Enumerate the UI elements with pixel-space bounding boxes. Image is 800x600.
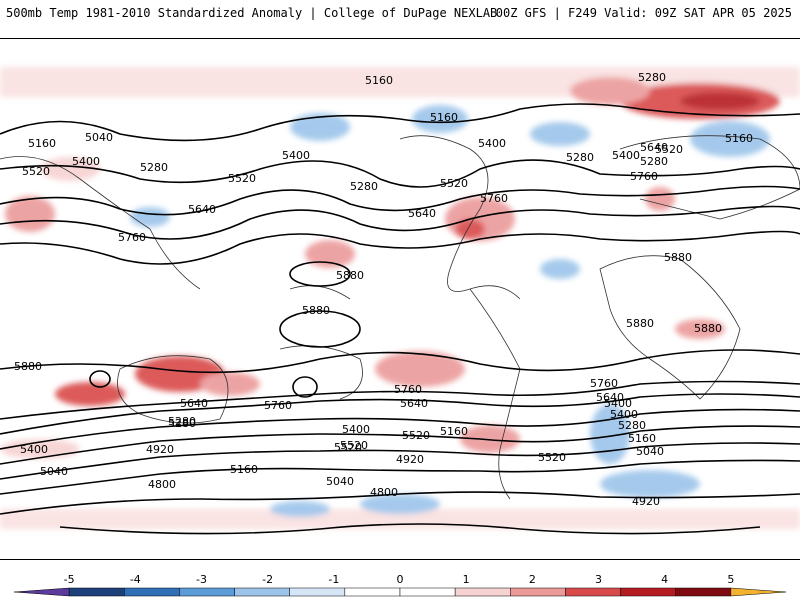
contour-label: 5280 — [168, 415, 196, 428]
colorbar-segment — [675, 587, 732, 597]
colorbar-tick-label: -5 — [64, 573, 75, 586]
colorbar-tick-label: -3 — [196, 573, 207, 586]
colorbar-segment — [289, 587, 346, 597]
contour-label: 5280 — [638, 71, 666, 84]
colorbar-segments — [13, 587, 787, 597]
colorbar-segment — [13, 587, 70, 597]
colorbar-svg: -5 -4 -3 -2 -1 0 1 2 3 4 5 — [13, 573, 787, 597]
contour-label: 5160 — [725, 132, 753, 145]
contour-label: 4920 — [146, 443, 174, 456]
colorbar: -5 -4 -3 -2 -1 0 1 2 3 4 5 — [0, 570, 800, 600]
contour-label: 5040 — [326, 475, 354, 488]
contour-label: 5040 — [85, 131, 113, 144]
contour-label: 5400 — [20, 443, 48, 456]
colorbar-segment — [124, 587, 180, 597]
contour-label: 5880 — [336, 269, 364, 282]
contour-label: 4800 — [370, 486, 398, 499]
colorbar-segment — [565, 587, 621, 597]
contour-label: 4920 — [632, 495, 660, 508]
contour-label: 5760 — [394, 383, 422, 396]
contour-label: 5160 — [430, 111, 458, 124]
colorbar-tick-label: 3 — [595, 573, 602, 586]
contour-label: 5400 — [604, 397, 632, 410]
colorbar-tick-label: 5 — [727, 573, 734, 586]
colorbar-segment — [179, 587, 235, 597]
contour-label: 5280 — [566, 151, 594, 164]
contour-label: 5640 — [640, 141, 668, 154]
contour-label: 5520 — [440, 177, 468, 190]
colorbar-tick-label: -1 — [328, 573, 339, 586]
contour-label: 5640 — [400, 397, 428, 410]
contour-label: 5520 — [22, 165, 50, 178]
contour-label: 5520 — [228, 172, 256, 185]
contour-label: 5520 — [538, 451, 566, 464]
contour-label: 5280 — [640, 155, 668, 168]
contour-label: 5880 — [14, 360, 42, 373]
contour-label: 5760 — [118, 231, 146, 244]
contour-label: 5640 — [188, 203, 216, 216]
colorbar-segment — [454, 587, 511, 597]
contour-label: 5640 — [408, 207, 436, 220]
map-title: 500mb Temp 1981-2010 Standardized Anomal… — [6, 6, 498, 20]
colorbar-tick-label: 0 — [397, 573, 404, 586]
colorbar-segment — [234, 587, 290, 597]
contour-label: 5280 — [350, 180, 378, 193]
colorbar-segment — [344, 587, 401, 597]
contour-label: 5400 — [282, 149, 310, 162]
contour-label: 5520 — [340, 439, 368, 452]
contour-label: 5160 — [628, 432, 656, 445]
contour-label: 5400 — [72, 155, 100, 168]
contour-label: 5880 — [694, 322, 722, 335]
colorbar-segment — [510, 587, 566, 597]
contour-label: 5640 — [180, 397, 208, 410]
contour-label: 5400 — [478, 137, 506, 150]
contour-label: 5760 — [590, 377, 618, 390]
contour-label: 5520 — [655, 143, 683, 156]
header-bar: 500mb Temp 1981-2010 Standardized Anomal… — [0, 0, 800, 38]
map-panel[interactable]: 5160 5280 5040 5160 5400 5520 5280 5640 … — [0, 38, 800, 560]
colorbar-tick-label: 4 — [661, 573, 668, 586]
contour-label: 4920 — [396, 453, 424, 466]
contour-label: 5160 — [230, 463, 258, 476]
contour-label: 5280 — [618, 419, 646, 432]
colorbar-segment — [399, 587, 456, 597]
contour-label: 5280 — [168, 417, 196, 430]
colorbar-segment — [68, 587, 125, 597]
colorbar-segment — [620, 587, 676, 597]
anomaly-map[interactable]: 5160 5280 5040 5160 5400 5520 5280 5640 … — [0, 39, 800, 559]
contour-label: 5880 — [664, 251, 692, 264]
height-contours — [0, 103, 800, 535]
colorbar-tick-label: 1 — [463, 573, 470, 586]
contour-label: 5400 — [610, 408, 638, 421]
contour-label: 5640 — [596, 391, 624, 404]
contour-label: 5040 — [40, 465, 68, 478]
colorbar-tick-label: 2 — [529, 573, 536, 586]
colorbar-segment — [730, 587, 787, 597]
contour-label: 5760 — [480, 192, 508, 205]
contour-label: 5280 — [140, 161, 168, 174]
contour-label: 5160 — [365, 74, 393, 87]
contour-label: 5520 — [402, 429, 430, 442]
contour-label: 5040 — [636, 445, 664, 458]
contour-label: 5520 — [334, 441, 362, 454]
colorbar-ticks: -5 -4 -3 -2 -1 0 1 2 3 4 5 — [64, 573, 735, 586]
contour-label: 5760 — [264, 399, 292, 412]
contour-label: 5400 — [612, 149, 640, 162]
contour-label: 4800 — [148, 478, 176, 491]
contour-label: 5880 — [302, 304, 330, 317]
model-run-info: 00Z GFS | F249 Valid: 09Z SAT APR 05 202… — [495, 6, 792, 20]
colorbar-tick-label: -4 — [130, 573, 141, 586]
contour-label: 5760 — [630, 170, 658, 183]
contour-label-layer: 5160 5280 5040 5160 5400 5520 5280 5640 … — [14, 71, 753, 508]
contour-label: 5160 — [440, 425, 468, 438]
contour-label: 5400 — [342, 423, 370, 436]
contour-label: 5880 — [626, 317, 654, 330]
anomaly-shading — [0, 67, 800, 529]
contour-label: 5160 — [28, 137, 56, 150]
colorbar-tick-label: -2 — [262, 573, 273, 586]
